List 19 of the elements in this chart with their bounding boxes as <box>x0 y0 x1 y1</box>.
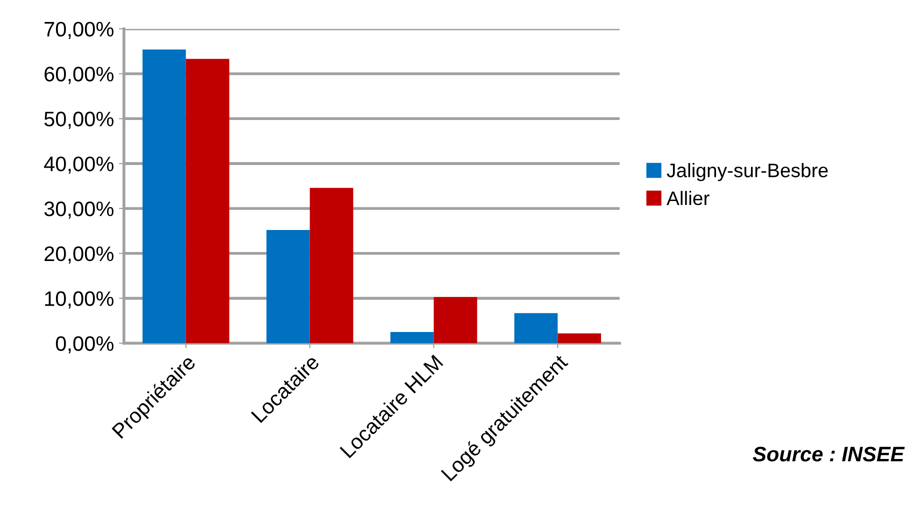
y-tick-label: 20,00% <box>44 246 114 264</box>
bar <box>390 332 434 344</box>
bar <box>310 188 354 344</box>
bar <box>434 296 478 344</box>
y-tick-label: 70,00% <box>44 22 114 40</box>
bar <box>558 333 602 344</box>
legend-label: Jaligny-sur-Besbre <box>666 163 828 182</box>
y-tick-label: 60,00% <box>44 66 114 84</box>
y-tick-label: 10,00% <box>45 291 114 309</box>
source-note: Source : INSEE <box>752 446 905 462</box>
bar <box>142 49 186 344</box>
y-tick-label: 50,00% <box>44 112 114 129</box>
bar <box>514 313 558 344</box>
y-tick-label: 30,00% <box>44 201 114 219</box>
y-tick-label: 40,00% <box>44 156 114 174</box>
y-tick-label: 0,00% <box>56 336 114 354</box>
bar <box>266 230 310 344</box>
legend-label: Allier <box>666 190 710 206</box>
bar <box>186 58 230 344</box>
